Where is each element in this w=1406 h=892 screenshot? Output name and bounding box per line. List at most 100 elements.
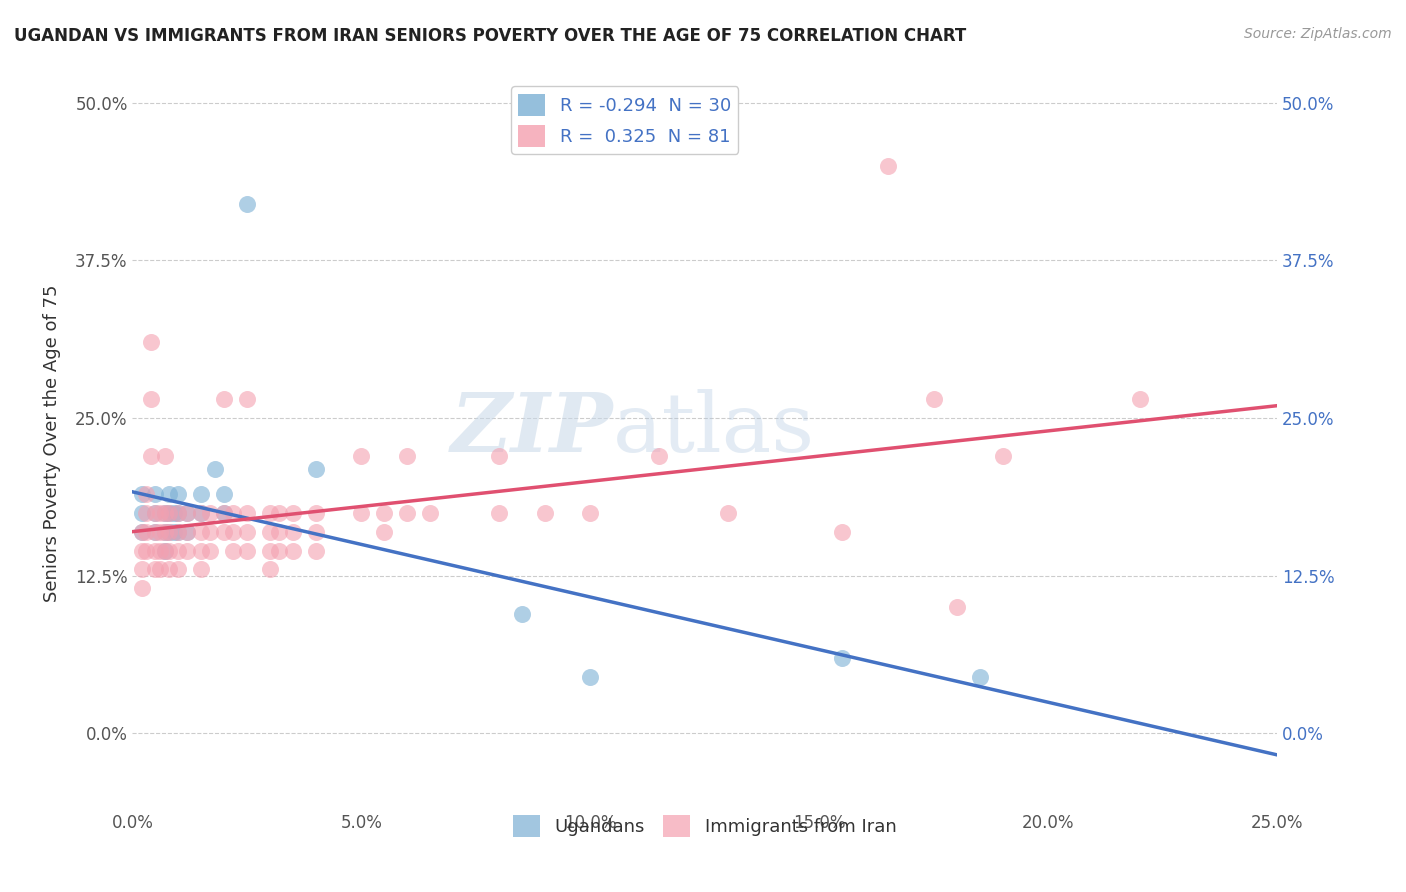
Point (153, 506, 176, 520)
Point (648, 449, 671, 463)
Point (579, 670, 602, 684)
Point (167, 487, 190, 501)
Point (281, 524, 304, 539)
Point (267, 524, 290, 539)
Point (831, 524, 853, 539)
Point (350, 449, 373, 463)
Point (305, 461, 328, 475)
Point (145, 562, 167, 576)
Point (190, 543, 212, 558)
Point (149, 562, 172, 576)
Point (488, 449, 510, 463)
Point (190, 506, 212, 520)
Point (176, 506, 198, 520)
Point (212, 506, 235, 520)
Point (153, 449, 176, 463)
Point (157, 524, 180, 539)
Point (236, 506, 259, 520)
Point (717, 506, 740, 520)
Point (533, 506, 555, 520)
Point (991, 449, 1014, 463)
Point (259, 524, 281, 539)
Point (139, 449, 162, 463)
Point (167, 506, 190, 520)
Text: UGANDAN VS IMMIGRANTS FROM IRAN SENIORS POVERTY OVER THE AGE OF 75 CORRELATION C: UGANDAN VS IMMIGRANTS FROM IRAN SENIORS … (14, 27, 966, 45)
Point (149, 506, 172, 520)
Point (157, 524, 180, 539)
Point (281, 543, 304, 558)
Point (204, 461, 226, 475)
Point (222, 506, 245, 520)
Point (305, 543, 328, 558)
Point (488, 506, 510, 520)
Legend: Ugandans, Immigrants from Iran: Ugandans, Immigrants from Iran (506, 807, 904, 844)
Y-axis label: Seniors Poverty Over the Age of 75: Seniors Poverty Over the Age of 75 (44, 285, 60, 602)
Point (131, 524, 153, 539)
Point (190, 524, 212, 539)
Point (396, 449, 419, 463)
Point (305, 506, 328, 520)
Point (579, 506, 602, 520)
Point (167, 524, 190, 539)
Point (259, 543, 281, 558)
Point (131, 582, 153, 596)
Point (157, 562, 180, 576)
Point (831, 650, 853, 665)
Point (131, 562, 153, 576)
Point (145, 524, 167, 539)
Point (922, 392, 945, 406)
Point (373, 506, 395, 520)
Point (145, 543, 167, 558)
Point (157, 506, 180, 520)
Point (373, 524, 395, 539)
Point (969, 670, 991, 684)
Point (145, 506, 167, 520)
Point (212, 392, 235, 406)
Point (190, 487, 212, 501)
Point (131, 524, 153, 539)
Point (167, 506, 190, 520)
Point (305, 524, 328, 539)
Point (163, 524, 186, 539)
Text: atlas: atlas (613, 389, 815, 468)
Point (236, 196, 259, 211)
Point (131, 487, 153, 501)
Point (153, 524, 176, 539)
Point (176, 543, 198, 558)
Point (212, 487, 235, 501)
Point (167, 543, 190, 558)
Point (236, 392, 259, 406)
Point (877, 159, 900, 173)
Point (135, 487, 157, 501)
Point (176, 524, 198, 539)
Point (176, 506, 198, 520)
Point (419, 506, 441, 520)
Point (167, 562, 190, 576)
Point (200, 543, 222, 558)
Point (1129, 392, 1152, 406)
Point (135, 506, 157, 520)
Point (236, 543, 259, 558)
Point (510, 607, 533, 621)
Point (157, 487, 180, 501)
Point (145, 506, 167, 520)
Point (945, 600, 967, 615)
Point (281, 506, 304, 520)
Point (157, 543, 180, 558)
Point (222, 543, 245, 558)
Point (212, 524, 235, 539)
Point (200, 506, 222, 520)
Point (153, 543, 176, 558)
Point (200, 524, 222, 539)
Point (350, 506, 373, 520)
Text: ZIP: ZIP (451, 389, 613, 468)
Point (176, 524, 198, 539)
Point (139, 392, 162, 406)
Point (212, 506, 235, 520)
Point (267, 506, 290, 520)
Point (145, 524, 167, 539)
Point (259, 506, 281, 520)
Point (135, 543, 157, 558)
Point (167, 524, 190, 539)
Text: Source: ZipAtlas.com: Source: ZipAtlas.com (1244, 27, 1392, 41)
